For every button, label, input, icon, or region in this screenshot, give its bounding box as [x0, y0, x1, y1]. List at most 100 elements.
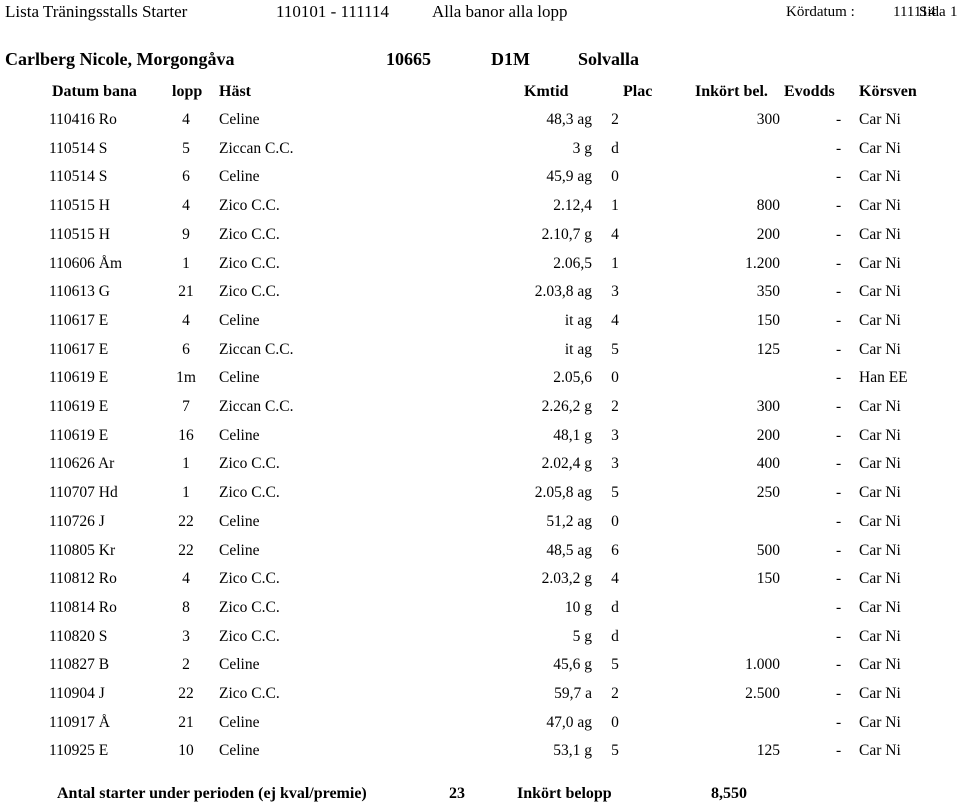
- row-evodds: -: [836, 685, 842, 702]
- row-kmtid: 2.06,5: [553, 254, 592, 272]
- row-lopp: 6: [182, 168, 190, 186]
- row-inkort: 200: [756, 225, 780, 243]
- table-row: 110613 G 21 Zico C.C. 2.03,8 ag 3 350 - Car Ni: [0, 284, 960, 312]
- row-kmtid: 45,9 ag: [546, 168, 592, 186]
- row-kmtid: 59,7 a: [554, 685, 592, 702]
- row-hast: Zico C.C.: [219, 283, 280, 301]
- row-korsven: Han EE: [859, 369, 908, 387]
- row-hast: Celine: [219, 742, 260, 760]
- row-inkort: 125: [756, 340, 780, 358]
- row-evodds: -: [836, 426, 842, 444]
- column-header-kmtid: Kmtid: [524, 83, 569, 100]
- row-inkort: 1.200: [745, 254, 780, 272]
- row-plac: 3: [611, 455, 619, 473]
- row-evodds: -: [836, 340, 842, 358]
- row-lopp: 10: [178, 742, 194, 760]
- row-lopp: 7: [182, 398, 190, 415]
- row-datum-bana: 110820 S: [49, 627, 108, 645]
- row-plac: 2: [611, 685, 619, 702]
- row-datum-bana: 110619 E: [49, 398, 109, 415]
- row-evodds: -: [836, 541, 842, 559]
- table-row: 110827 B 2 Celine 45,6 g 5 1.000 - Car Ni: [0, 657, 960, 685]
- row-korsven: Car Ni: [859, 340, 901, 358]
- row-lopp: 4: [182, 111, 190, 128]
- trainer-license: D1M: [491, 49, 530, 69]
- column-header-inkort: Inkört bel.: [695, 83, 768, 100]
- table-row: 110416 Ro 4 Celine 48,3 ag 2 300 - Car Ni: [0, 112, 960, 140]
- row-kmtid: 51,2 ag: [546, 512, 592, 530]
- row-korsven: Car Ni: [859, 283, 901, 301]
- row-plac: 3: [611, 426, 619, 444]
- row-korsven: Car Ni: [859, 254, 901, 272]
- row-lopp: 2: [182, 656, 190, 674]
- report-period: 110101 - 111114: [276, 2, 390, 21]
- row-korsven: Car Ni: [859, 426, 901, 444]
- row-plac: 6: [611, 541, 619, 559]
- row-korsven: Car Ni: [859, 598, 901, 616]
- row-inkort: 350: [756, 283, 780, 301]
- table-row: 110626 Ar 1 Zico C.C. 2.02,4 g 3 400 - Car Ni: [0, 456, 960, 484]
- row-kmtid: 5 g: [572, 627, 592, 645]
- row-lopp: 3: [182, 627, 190, 645]
- table-row: 110904 J 22 Zico C.C. 59,7 a 2 2.500 - Car Ni: [0, 686, 960, 714]
- row-hast: Zico C.C.: [219, 197, 280, 215]
- row-lopp: 1: [182, 484, 190, 502]
- row-kmtid: 48,1 g: [553, 426, 592, 444]
- row-hast: Ziccan C.C.: [219, 340, 294, 358]
- row-inkort: 200: [756, 426, 780, 444]
- footer-belopp-value: 8,550: [711, 785, 747, 802]
- row-evodds: -: [836, 311, 842, 329]
- table-row: 110515 H 9 Zico C.C. 2.10,7 g 4 200 - Car Ni: [0, 227, 960, 255]
- table-row: 110619 E 16 Celine 48,1 g 3 200 - Car Ni: [0, 428, 960, 456]
- footer-belopp-label: Inkört belopp: [517, 785, 612, 802]
- row-evodds: -: [836, 742, 842, 760]
- row-evodds: -: [836, 455, 842, 473]
- row-lopp: 9: [182, 225, 190, 243]
- row-plac: 0: [611, 168, 619, 186]
- row-korsven: Car Ni: [859, 225, 901, 243]
- row-kmtid: 2.05,6: [553, 369, 592, 387]
- row-hast: Celine: [219, 426, 260, 444]
- row-plac: 1: [611, 254, 619, 272]
- row-kmtid: 3 g: [572, 139, 592, 157]
- row-korsven: Car Ni: [859, 713, 901, 731]
- footer-starts-count: 23: [449, 785, 465, 802]
- row-kmtid: 2.10,7 g: [541, 225, 592, 243]
- trainer-name: Carlberg Nicole, Morgongåva: [5, 49, 235, 69]
- row-kmtid: 2.03,2 g: [541, 570, 592, 588]
- row-hast: Celine: [219, 111, 260, 128]
- column-header-lopp: lopp: [172, 83, 203, 100]
- row-datum-bana: 110514 S: [49, 168, 108, 186]
- row-hast: Celine: [219, 541, 260, 559]
- row-korsven: Car Ni: [859, 111, 901, 128]
- table-row: 110726 J 22 Celine 51,2 ag 0 - Car Ni: [0, 514, 960, 542]
- row-plac: 0: [611, 713, 619, 731]
- row-lopp: 22: [178, 685, 194, 702]
- column-header-plac: Plac: [623, 83, 653, 100]
- row-lopp: 4: [182, 570, 190, 588]
- row-korsven: Car Ni: [859, 139, 901, 157]
- row-inkort: 2.500: [745, 685, 780, 702]
- row-korsven: Car Ni: [859, 742, 901, 760]
- row-datum-bana: 110619 E: [49, 426, 109, 444]
- row-plac: 1: [611, 197, 619, 215]
- row-plac: 5: [611, 340, 619, 358]
- row-kmtid: 2.26,2 g: [541, 398, 592, 415]
- row-lopp: 1: [182, 254, 190, 272]
- row-lopp: 6: [182, 340, 190, 358]
- row-evodds: -: [836, 139, 842, 157]
- page-number: 1: [950, 4, 958, 20]
- table-row: 110812 Ro 4 Zico C.C. 2.03,2 g 4 150 - Car Ni: [0, 571, 960, 599]
- row-datum-bana: 110707 Hd: [49, 484, 118, 502]
- row-kmtid: 10 g: [564, 598, 592, 616]
- kordatum-label: Kördatum :: [786, 4, 855, 20]
- column-header-hast: Häst: [219, 83, 251, 100]
- row-datum-bana: 110827 B: [49, 656, 110, 674]
- row-inkort: 800: [756, 197, 780, 215]
- table-row: 110514 S 6 Celine 45,9 ag 0 - Car Ni: [0, 169, 960, 197]
- row-plac: 4: [611, 311, 619, 329]
- row-kmtid: 48,5 ag: [546, 541, 592, 559]
- table-row: 110925 E 10 Celine 53,1 g 5 125 - Car Ni: [0, 743, 960, 771]
- row-inkort: 500: [756, 541, 780, 559]
- row-evodds: -: [836, 627, 842, 645]
